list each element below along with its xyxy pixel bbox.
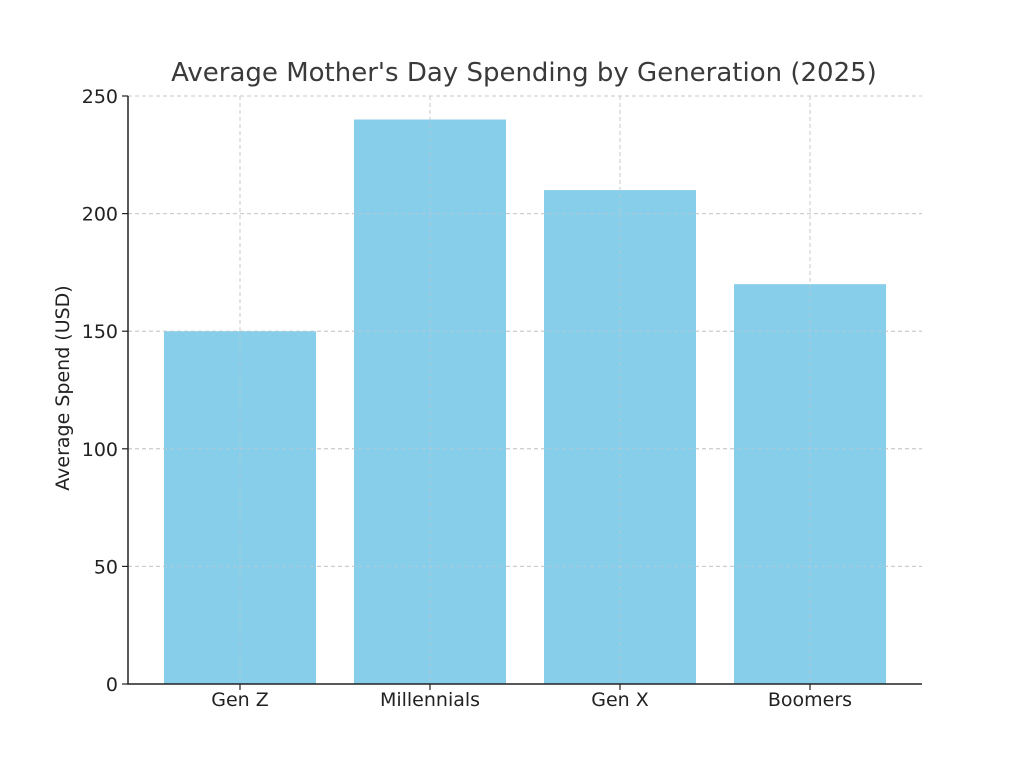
bars [128,95,922,684]
y-tick-label: 200 [82,204,118,226]
y-axis-ticks: 0 50 100 150 200 250 [82,86,128,696]
x-axis-ticks: Gen Z Millennials Gen X Boomers [211,684,852,711]
chart-title: Average Mother's Day Spending by Generat… [171,58,877,88]
x-tick-label: Gen X [591,689,649,711]
y-tick-label: 150 [82,321,118,343]
x-tick-label: Millennials [380,689,480,711]
x-tick-label: Boomers [768,689,852,711]
x-tick-label: Gen Z [211,689,269,711]
y-tick-label: 0 [106,674,118,696]
y-tick-label: 100 [82,439,118,461]
y-tick-label: 50 [94,556,118,578]
y-tick-label: 250 [82,86,118,108]
y-axis-label: Average Spend (USD) [52,285,74,490]
